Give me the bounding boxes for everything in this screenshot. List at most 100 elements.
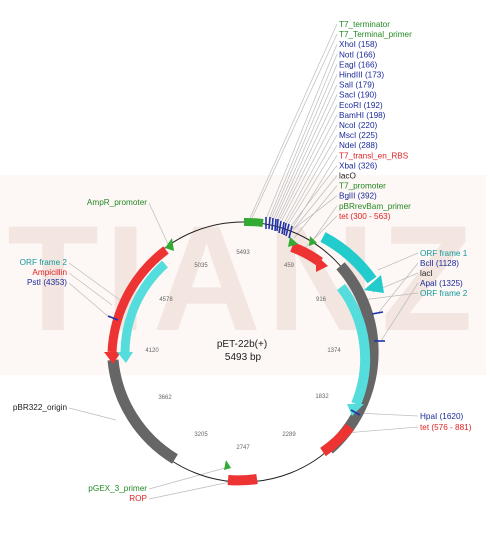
label-ndei-288: NdeI (288) xyxy=(339,141,378,150)
leader-line xyxy=(272,74,338,221)
leader-line xyxy=(251,33,338,219)
orf-frame-1-feature xyxy=(320,232,377,284)
leader-line xyxy=(148,481,231,500)
tet-red-arrowhead-1 xyxy=(316,255,328,272)
label-laco: lacO xyxy=(339,172,356,181)
leader-line xyxy=(274,84,338,221)
leader-line xyxy=(68,262,121,301)
restriction-sites xyxy=(107,216,385,416)
label-xbai-326: XbaI (326) xyxy=(339,161,378,170)
tick-label: 2747 xyxy=(236,445,250,451)
label-t7-transl-en-rbs: T7_transl_en_RBS xyxy=(339,151,409,160)
watermark-text: TIANZ xyxy=(7,194,479,362)
leader-line xyxy=(292,175,338,231)
label-orf-frame-2: ORF frame 2 xyxy=(420,289,468,298)
label-noti-166: NotI (166) xyxy=(339,50,376,59)
label-bcli-1128: BclI (1128) xyxy=(420,259,459,268)
label-xhoi-158: XhoI (158) xyxy=(339,40,378,49)
label-orf-frame-1: ORF frame 1 xyxy=(420,249,468,258)
restriction-site-mark xyxy=(278,220,282,234)
orf-frame-2-right-feature xyxy=(336,283,371,406)
label-apai-1325: ApaI (1325) xyxy=(420,279,463,288)
leader-line xyxy=(290,165,338,227)
tick-label: 2289 xyxy=(282,432,296,438)
leader-line xyxy=(344,426,419,434)
leader-line xyxy=(378,262,419,313)
leader-line xyxy=(294,195,338,229)
ampicillin-arrowhead xyxy=(104,352,121,364)
tick-label: 3205 xyxy=(194,432,208,438)
leader-line xyxy=(380,282,419,342)
leader-line xyxy=(377,252,419,271)
leader-line xyxy=(265,44,338,220)
tick-label: 1832 xyxy=(315,394,329,400)
plasmid-size: 5493 bp xyxy=(225,352,262,363)
orf-frame-2-left-arrowhead xyxy=(117,352,133,363)
ampicillin-feature xyxy=(107,246,169,353)
label-psti-4353: PstI (4353) xyxy=(27,278,67,287)
leader-line xyxy=(148,467,226,490)
label-hpai-1620: HpaI (1620) xyxy=(420,412,464,421)
orf-frame-1-arrowhead xyxy=(364,275,384,293)
leader-line xyxy=(289,155,338,233)
restriction-site-mark xyxy=(350,409,361,416)
leader-line xyxy=(287,145,338,226)
label-t7-terminator: T7_terminator xyxy=(339,20,390,29)
label-rop: ROP xyxy=(129,494,147,503)
leader-line xyxy=(355,412,419,417)
tick-label: 4578 xyxy=(159,297,173,303)
label-ampicillin: Ampicillin xyxy=(32,268,67,277)
t7-promoter-triangle xyxy=(288,237,298,247)
restriction-site-mark xyxy=(268,216,271,230)
leader-line xyxy=(148,202,169,245)
tick-label: 916 xyxy=(316,297,327,303)
label-hindiii-173: HindIII (173) xyxy=(339,71,384,80)
pbr-rev-primer-triangle xyxy=(309,236,317,246)
orf-frame-2-right-arrowhead xyxy=(347,404,364,416)
tick-label: 5035 xyxy=(194,263,208,269)
feature-layer xyxy=(104,217,384,486)
label-pbrrevbam-primer: pBRrevBam_primer xyxy=(339,202,411,211)
rop-feature xyxy=(227,474,258,486)
leader-line xyxy=(68,407,117,421)
label-laci: lacI xyxy=(420,269,433,278)
tet-feature-red-2 xyxy=(320,423,354,457)
label-eagi-166: EagI (166) xyxy=(339,60,378,69)
leader-line xyxy=(285,134,338,225)
t7-terminator-feature xyxy=(243,217,264,227)
restriction-site-mark xyxy=(285,223,290,237)
restriction-site-mark xyxy=(274,218,277,232)
leader-line xyxy=(276,94,338,222)
leader-line xyxy=(68,282,111,319)
pgex-primer-triangle xyxy=(224,460,231,470)
tick-label: 459 xyxy=(284,263,295,269)
tick-label: 1374 xyxy=(327,348,341,354)
leader-line xyxy=(278,104,338,222)
label-bamhi-198: BamHI (198) xyxy=(339,111,386,120)
restriction-site-mark xyxy=(107,315,119,321)
label-t7-promoter: T7_promoter xyxy=(339,182,386,191)
restriction-site-mark xyxy=(283,222,287,236)
label-orf-frame-2: ORF frame 2 xyxy=(20,258,68,267)
pbr322-origin-feature xyxy=(107,359,178,464)
tick-label: 4120 xyxy=(145,348,159,354)
tick-label: 3662 xyxy=(158,395,172,401)
leader-line xyxy=(283,124,338,224)
leader-line xyxy=(280,114,338,223)
position-ticks: 459 916 1374 1832 2289 2747 3205 3662 4120 4578 50… xyxy=(145,250,341,451)
restriction-site-mark xyxy=(281,221,285,235)
label-sali-179: SalI (179) xyxy=(339,81,375,90)
leader-line xyxy=(268,54,338,220)
orf-frame-2-left-feature xyxy=(120,260,169,353)
label-msci-225: MscI (225) xyxy=(339,131,378,140)
label-bglii-392: BglII (392) xyxy=(339,192,377,201)
tick-label: 5493 xyxy=(236,250,250,256)
label-ecori-192: EcoRI (192) xyxy=(339,101,383,110)
restriction-site-mark xyxy=(371,311,384,315)
restriction-site-mark xyxy=(276,218,279,232)
leader-line xyxy=(68,272,113,306)
plasmid-name: pET-22b(+) xyxy=(217,339,267,350)
